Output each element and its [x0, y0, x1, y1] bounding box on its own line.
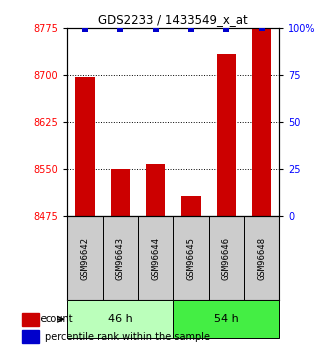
Bar — [22, 313, 39, 326]
Text: GSM96644: GSM96644 — [151, 237, 160, 280]
Text: GSM96648: GSM96648 — [257, 237, 266, 280]
Text: 54 h: 54 h — [214, 314, 239, 324]
Title: GDS2233 / 1433549_x_at: GDS2233 / 1433549_x_at — [99, 13, 248, 27]
Bar — [146, 164, 165, 216]
Bar — [181, 196, 201, 216]
Text: 46 h: 46 h — [108, 314, 133, 324]
Bar — [67, 300, 173, 338]
Bar — [209, 216, 244, 300]
Text: GSM96646: GSM96646 — [222, 237, 231, 280]
Bar — [217, 54, 236, 216]
Bar — [103, 216, 138, 300]
Point — [224, 27, 229, 32]
Bar — [173, 300, 279, 338]
Text: GSM96645: GSM96645 — [187, 237, 195, 280]
Point — [259, 25, 264, 30]
Point — [188, 27, 194, 32]
Bar — [244, 216, 279, 300]
Text: GSM96642: GSM96642 — [81, 237, 90, 280]
Bar — [138, 216, 173, 300]
Bar — [252, 28, 271, 216]
Bar — [75, 77, 95, 216]
Bar — [173, 216, 209, 300]
Bar — [67, 216, 103, 300]
Text: GSM96643: GSM96643 — [116, 237, 125, 280]
Text: count: count — [46, 315, 73, 324]
Point — [153, 27, 158, 32]
Bar — [22, 330, 39, 343]
Bar — [111, 169, 130, 216]
Text: percentile rank within the sample: percentile rank within the sample — [46, 332, 211, 342]
Text: time: time — [23, 314, 48, 324]
Point — [82, 27, 88, 32]
Point — [118, 27, 123, 32]
